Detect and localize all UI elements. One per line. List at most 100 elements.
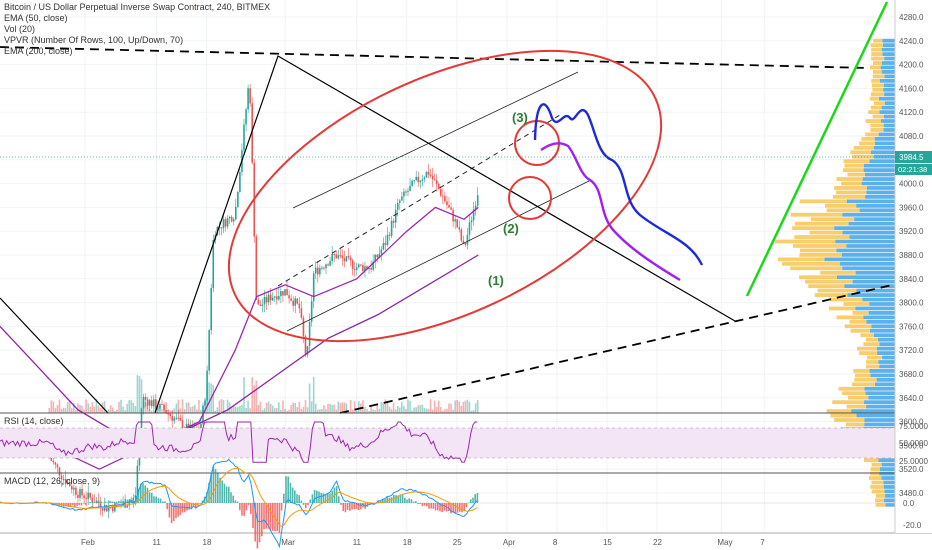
macd-hist-bar <box>300 500 303 503</box>
legend-ema200[interactable]: EMA (200, close) <box>4 46 73 56</box>
volume-bar <box>153 406 155 413</box>
volume-bar <box>241 404 243 413</box>
volume-bar <box>251 377 253 413</box>
profile-up-bar <box>880 65 895 70</box>
macd-tick-label: -20.0 <box>903 521 922 530</box>
volume-bar <box>341 402 344 413</box>
macd-hist-bar <box>129 498 131 503</box>
profile-down-bar <box>864 458 879 463</box>
volume-bar <box>452 409 454 413</box>
macd-hist-bar <box>69 503 72 508</box>
macd-hist-bar <box>465 503 468 508</box>
volume-bar <box>173 408 176 413</box>
profile-down-bar <box>845 422 865 427</box>
macd-hist-bar <box>210 472 212 503</box>
candle-body <box>187 423 190 432</box>
macd-hist-bar <box>164 501 166 503</box>
volume-bar <box>413 407 415 413</box>
macd-hist-bar <box>324 493 327 503</box>
macd-hist-bar <box>404 497 406 503</box>
volume-bar <box>232 404 235 413</box>
legend-vol[interactable]: Vol (20) <box>4 24 36 34</box>
candle-body <box>144 396 147 400</box>
volume-bar <box>380 401 383 413</box>
candle-body <box>89 492 92 498</box>
candle-body <box>466 234 469 245</box>
candle-body <box>366 266 368 270</box>
macd-hist-bar <box>96 502 98 503</box>
profile-down-bar <box>871 489 885 494</box>
macd-hist-bar <box>448 503 450 511</box>
profile-down-bar <box>870 123 884 128</box>
macd-hist-bar <box>428 503 430 509</box>
volume-bar <box>366 408 368 413</box>
candle-body <box>235 206 237 220</box>
volume-bar <box>230 407 233 413</box>
macd-label[interactable]: MACD (12, 26, close, 9) <box>4 476 101 486</box>
profile-up-bar <box>863 168 895 173</box>
profile-up-bar <box>884 74 895 79</box>
macd-hist-bar <box>476 493 479 503</box>
candle-body <box>378 253 381 258</box>
profile-down-bar <box>852 311 869 315</box>
volume-bar <box>99 407 102 413</box>
price-tick-label: 3880.0 <box>899 251 924 260</box>
macd-axis-ticks: 0.0 -20.0 <box>903 499 922 530</box>
profile-up-bar <box>870 373 895 378</box>
profile-down-bar <box>820 270 856 275</box>
profile-down-bar <box>870 471 880 476</box>
volume-bar <box>462 401 465 413</box>
profile-up-bar <box>884 56 895 61</box>
candle-body <box>171 416 174 421</box>
price-tick-label: 3760.0 <box>899 322 924 331</box>
profile-up-bar <box>866 190 895 195</box>
profile-up-bar <box>873 333 895 338</box>
time-tick-label: 7 <box>760 538 765 547</box>
volume-bar <box>124 410 126 413</box>
candle-body <box>71 486 73 490</box>
symbol-title[interactable]: Bitcoin / US Dollar Perpetual Inverse Sw… <box>4 2 271 12</box>
price-axis[interactable] <box>895 0 932 533</box>
big-ellipse <box>227 49 663 343</box>
macd-hist-bar <box>151 492 153 503</box>
drawings: (3) (2) (1) <box>0 1 906 414</box>
candle-body <box>333 253 335 255</box>
volume-bar <box>140 379 143 413</box>
profile-down-bar <box>868 110 880 114</box>
macd-hist-bar <box>100 501 102 503</box>
candle-body <box>327 264 329 266</box>
candle-body <box>222 219 225 229</box>
time-axis[interactable]: Feb 11 18 Mar 11 18 25 Apr 8 15 22 May 7 <box>81 538 765 547</box>
candle-body <box>163 404 165 411</box>
legend-ema50[interactable]: EMA (50, close) <box>4 13 68 23</box>
profile-up-bar <box>874 141 895 146</box>
candle-body <box>296 298 299 304</box>
macd-hist-bar <box>397 495 399 503</box>
macd-hist-bar <box>188 503 190 510</box>
volume-bar <box>470 410 473 413</box>
candle-body <box>177 417 180 419</box>
channel-mid-dashed <box>277 114 561 287</box>
candle-body <box>452 209 454 222</box>
profile-up-bar <box>877 337 895 342</box>
volume-bar <box>474 403 477 413</box>
volume-bar <box>411 410 413 413</box>
profile-down-bar <box>865 132 879 137</box>
profile-down-bar <box>799 253 842 257</box>
candle-body <box>269 294 272 301</box>
profile-down-bar <box>873 38 883 43</box>
macd-hist-bar <box>190 503 193 510</box>
macd-hist-bar <box>269 503 272 531</box>
candle-body <box>362 265 364 271</box>
candle-body <box>155 399 157 409</box>
candle-body <box>267 294 270 303</box>
profile-up-bar <box>856 288 895 293</box>
rsi-label[interactable]: RSI (14, close) <box>4 416 64 426</box>
macd-hist-bar <box>307 503 309 506</box>
price-tag <box>895 151 932 163</box>
legend-vpvr[interactable]: VPVR (Number Of Rows, 100, Up/Down, 70) <box>4 35 184 45</box>
price-axis-ticks: 4280.04240.04200.04160.04120.04080.04040… <box>899 13 924 498</box>
price-tick-label: 3600.0 <box>899 418 924 427</box>
candle-body <box>419 180 422 183</box>
